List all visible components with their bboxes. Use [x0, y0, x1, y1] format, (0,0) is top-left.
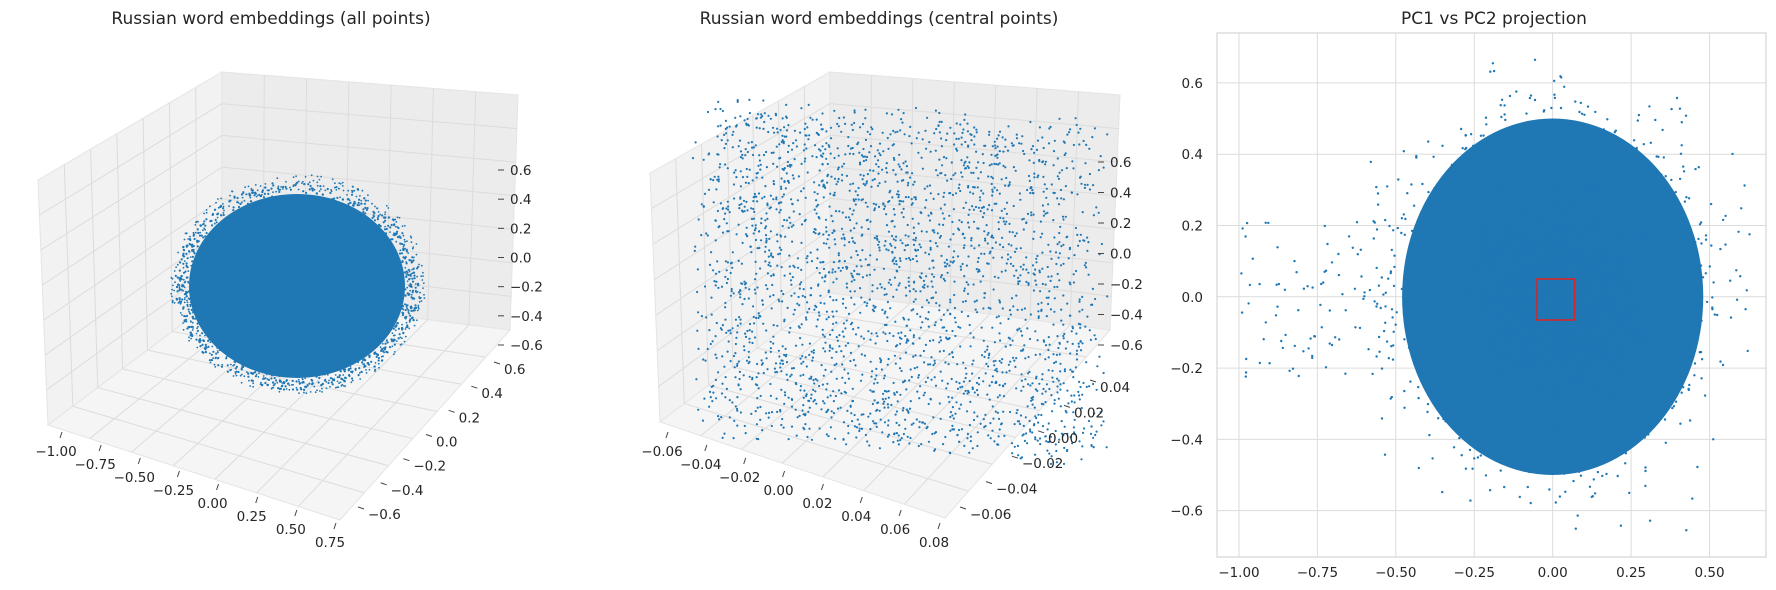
subplot-all-points: Russian word embeddings (all points) −1.… — [35, 9, 542, 551]
data-point — [338, 374, 341, 377]
data-point — [405, 275, 408, 278]
data-point — [197, 231, 200, 235]
data-point — [182, 245, 185, 249]
data-point — [247, 372, 250, 375]
data-points — [170, 174, 426, 395]
data-point — [175, 285, 179, 289]
data-point — [401, 260, 404, 264]
data-point — [213, 208, 217, 211]
data-point — [373, 365, 376, 368]
chart-title: Russian word embeddings (all points) — [111, 9, 430, 29]
data-point — [341, 198, 345, 201]
data-point — [402, 331, 405, 335]
data-point — [185, 295, 188, 298]
data-point — [403, 271, 407, 274]
data-point — [204, 350, 208, 354]
3d-axes-panes — [37, 71, 519, 521]
data-point — [302, 388, 306, 391]
data-point — [219, 214, 223, 217]
data-point — [412, 318, 415, 322]
data-point — [321, 193, 324, 196]
data-point — [363, 197, 366, 200]
data-point — [249, 200, 253, 203]
data-point — [387, 216, 391, 219]
data-point — [178, 261, 182, 264]
